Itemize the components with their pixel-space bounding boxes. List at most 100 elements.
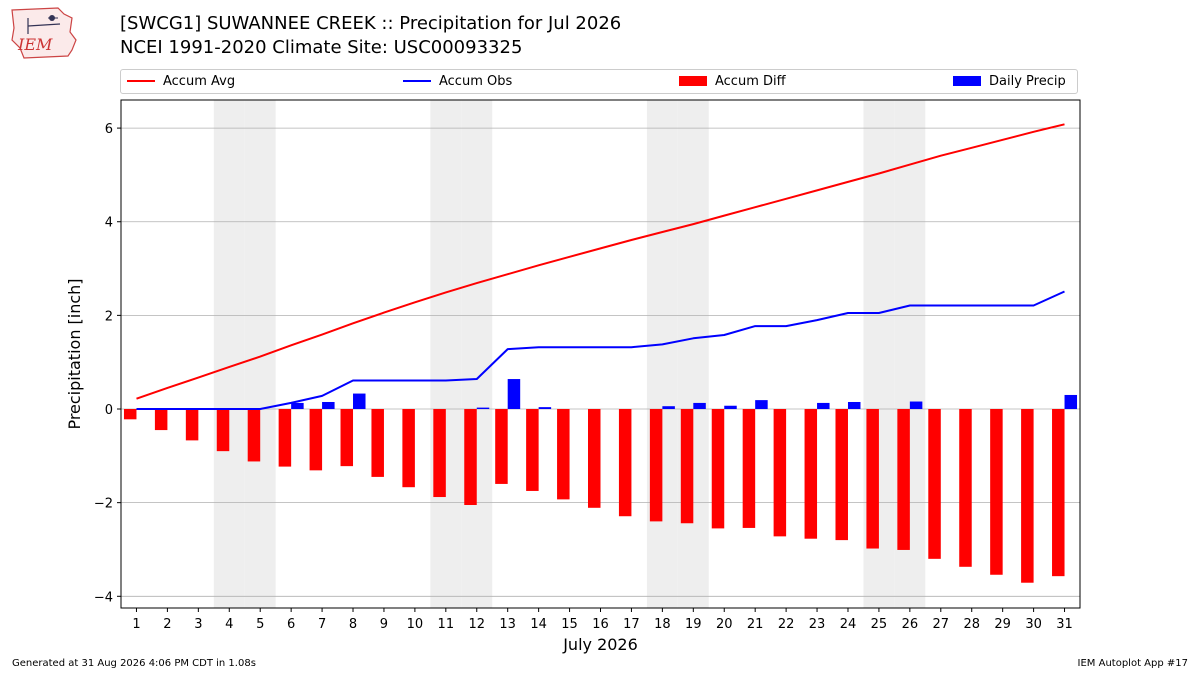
x-tick-label: 13: [499, 617, 516, 632]
y-tick-label: 2: [105, 309, 113, 324]
diff-bar: [340, 409, 354, 467]
diff-bar: [897, 409, 910, 550]
diff-bar: [928, 409, 941, 559]
x-tick-label: 8: [349, 617, 357, 632]
x-tick-label: 1: [132, 617, 140, 632]
weekend-shade: [461, 100, 493, 608]
legend-swatch-diff: [679, 75, 707, 86]
x-tick-label: 6: [287, 617, 295, 632]
accum-obs-line: [136, 290, 1065, 410]
legend-label-diff: Accum Diff: [715, 74, 786, 89]
legend-item-daily: Daily Precip: [953, 73, 1066, 91]
weekend-shade: [646, 100, 678, 608]
diff-bar: [835, 409, 848, 541]
x-tick-label: 27: [933, 617, 950, 632]
diff-bar: [557, 409, 570, 500]
diff-bar: [959, 409, 972, 567]
diff-bar: [464, 409, 477, 505]
diff-bar: [680, 409, 694, 524]
x-tick-label: 7: [318, 617, 326, 632]
x-tick-label: 4: [225, 617, 233, 632]
daily-precip-bar: [1064, 394, 1078, 410]
y-axis-label: Precipitation [inch]: [65, 278, 84, 429]
x-tick-label: 21: [747, 617, 764, 632]
daily-precip-bar: [724, 405, 737, 410]
diff-bar: [1052, 409, 1065, 577]
legend-item-diff: Accum Diff: [679, 73, 786, 91]
weekend-shade: [213, 100, 245, 608]
daily-precip-bar: [353, 393, 366, 410]
y-tick-label: 6: [105, 122, 113, 137]
x-tick-label: 2: [163, 617, 171, 632]
legend-label-obs: Accum Obs: [439, 74, 513, 89]
diff-bar: [711, 409, 725, 529]
weekend-shade: [244, 100, 276, 608]
logo-text: IEM: [17, 35, 53, 54]
x-tick-label: 10: [407, 617, 424, 632]
daily-precip-bar: [476, 407, 490, 410]
x-tick-label: 24: [840, 617, 857, 632]
diff-bar: [154, 409, 168, 431]
x-tick-label: 17: [623, 617, 640, 632]
diff-bar: [526, 409, 539, 491]
legend: Accum Avg Accum Obs Accum Diff Daily Pre…: [120, 69, 1078, 94]
daily-precip-bar: [817, 402, 830, 410]
diff-bar: [1021, 409, 1034, 583]
chart-title: [SWCG1] SUWANNEE CREEK :: Precipitation …: [120, 13, 622, 34]
legend-label-daily: Daily Precip: [989, 74, 1066, 89]
footer-app: IEM Autoplot App #17: [1077, 658, 1188, 669]
daily-precip-bar: [538, 407, 552, 410]
y-tick-label: −2: [94, 497, 113, 512]
x-tick-label: 16: [592, 617, 609, 632]
diff-bar: [773, 409, 787, 537]
y-tick-label: 0: [105, 403, 113, 418]
x-tick-label: 12: [468, 617, 485, 632]
x-tick-label: 18: [654, 617, 671, 632]
x-tick-label: 25: [871, 617, 888, 632]
x-tick-label: 19: [685, 617, 702, 632]
iem-logo: IEM: [11, 7, 77, 59]
diff-bar: [990, 409, 1003, 575]
diff-bar: [123, 409, 137, 420]
x-tick-label: 11: [438, 617, 455, 632]
diff-bar: [402, 409, 415, 488]
x-tick-label: 22: [778, 617, 795, 632]
y-tick-label: 4: [105, 216, 113, 231]
diff-bar: [618, 409, 632, 517]
diff-bar: [216, 409, 230, 452]
weekend-shade: [430, 100, 462, 608]
diff-bar: [185, 409, 199, 441]
x-tick-label: 5: [256, 617, 264, 632]
legend-item-obs: Accum Obs: [403, 73, 512, 91]
daily-precip-bar: [847, 401, 861, 410]
x-tick-label: 14: [530, 617, 547, 632]
daily-precip-bar: [507, 379, 521, 410]
diff-bar: [371, 409, 384, 477]
diff-bar: [866, 409, 879, 549]
x-tick-label: 30: [1025, 617, 1042, 632]
diff-bar: [804, 409, 818, 539]
diff-bar: [278, 409, 292, 467]
x-tick-label: 31: [1056, 617, 1073, 632]
chart-subtitle: NCEI 1991-2020 Climate Site: USC00093325: [120, 37, 523, 58]
daily-precip-bar: [909, 401, 923, 410]
diff-bar: [588, 409, 601, 508]
daily-precip-bar: [693, 402, 706, 410]
daily-precip-bar: [322, 401, 335, 410]
accum-avg-line: [136, 123, 1065, 400]
x-tick-label: 29: [994, 617, 1011, 632]
weekend-shade: [677, 100, 709, 608]
daily-precip-bar: [291, 402, 304, 410]
diff-bar: [433, 409, 446, 498]
x-tick-label: 28: [963, 617, 980, 632]
x-tick-label: 15: [561, 617, 578, 632]
y-tick-label: −4: [94, 590, 113, 605]
x-tick-label: 20: [716, 617, 733, 632]
daily-precip-bar: [662, 406, 675, 410]
legend-label-avg: Accum Avg: [163, 74, 236, 89]
diff-bar: [495, 409, 508, 484]
daily-precip-bar: [755, 400, 768, 410]
x-axis-label: July 2026: [562, 635, 638, 654]
footer-generated: Generated at 31 Aug 2026 4:06 PM CDT in …: [12, 658, 256, 669]
